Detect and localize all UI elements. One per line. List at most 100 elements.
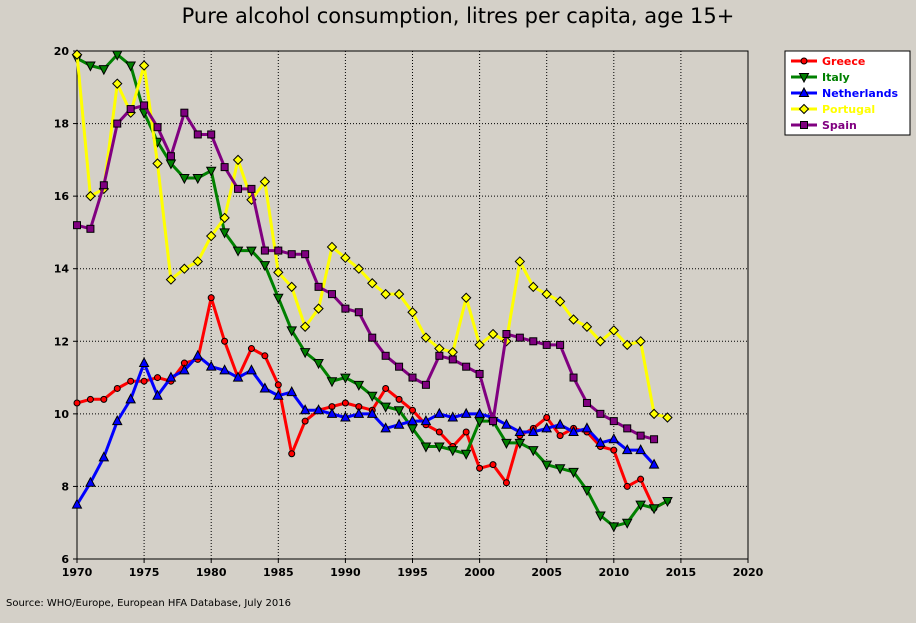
data-point-greece	[502, 479, 510, 487]
data-point-greece	[247, 345, 255, 353]
data-point-netherlands	[514, 425, 526, 436]
data-point-portugal	[85, 190, 96, 202]
data-point-spain	[596, 409, 605, 418]
legend-label: Spain	[822, 119, 857, 132]
data-point-spain	[180, 108, 189, 117]
legend-label: Greece	[822, 55, 865, 68]
data-point-netherlands	[205, 360, 217, 371]
data-point-spain	[287, 250, 296, 259]
data-point-greece	[395, 395, 403, 403]
data-point-italy	[219, 228, 230, 239]
data-point-netherlands	[259, 382, 271, 393]
data-point-italy	[246, 246, 257, 257]
data-point-netherlands	[111, 415, 123, 426]
data-point-italy	[259, 261, 271, 272]
x-tick-label: 2000	[464, 566, 495, 579]
data-point-italy	[447, 446, 459, 457]
data-point-italy	[568, 467, 579, 478]
data-point-greece	[543, 413, 551, 421]
data-point-spain	[502, 330, 511, 339]
series-italy	[71, 50, 673, 533]
data-point-portugal	[286, 281, 297, 293]
data-point-netherlands	[648, 458, 660, 469]
source-note: Source: WHO/Europe, European HFA Databas…	[6, 598, 291, 609]
data-point-greece	[435, 428, 443, 436]
data-point-portugal	[259, 176, 271, 187]
data-point-portugal	[367, 278, 378, 289]
data-point-portugal	[313, 303, 324, 314]
data-point-italy	[232, 246, 244, 257]
chart-title: Pure alcohol consumption, litres per cap…	[181, 4, 735, 28]
data-point-portugal	[138, 60, 150, 71]
y-tick-label: 18	[54, 118, 69, 131]
data-point-italy	[648, 504, 660, 515]
data-point-italy	[608, 522, 620, 533]
data-point-spain	[327, 290, 336, 299]
data-point-netherlands	[272, 389, 284, 400]
data-point-spain	[435, 351, 444, 360]
data-point-portugal	[514, 256, 526, 267]
data-point-spain	[314, 282, 323, 291]
data-point-portugal	[662, 412, 673, 423]
data-point-spain	[623, 424, 632, 433]
legend-item-greece: Greece	[791, 55, 865, 68]
legend-label: Netherlands	[822, 87, 899, 100]
data-point-italy	[192, 174, 204, 185]
data-point-italy	[554, 464, 566, 475]
data-point-spain	[126, 105, 135, 114]
data-point-netherlands	[246, 364, 257, 375]
data-point-italy	[434, 442, 445, 453]
data-point-spain	[542, 340, 551, 349]
legend-item-netherlands: Netherlands	[791, 86, 899, 100]
data-point-italy	[272, 293, 284, 304]
data-point-spain	[341, 304, 350, 313]
x-tick-label: 2010	[598, 566, 629, 579]
data-point-spain	[556, 340, 565, 349]
y-tick-label: 16	[54, 190, 70, 203]
data-point-spain	[193, 130, 202, 139]
data-point-italy	[366, 391, 378, 402]
data-point-netherlands	[165, 371, 177, 382]
data-point-spain	[166, 152, 175, 161]
y-tick-label: 8	[61, 480, 69, 493]
data-point-greece	[409, 406, 416, 414]
data-point-greece	[462, 428, 470, 436]
data-point-spain	[421, 380, 430, 389]
data-point-portugal	[393, 288, 405, 300]
data-point-portugal	[232, 154, 244, 166]
data-point-netherlands	[474, 407, 485, 418]
x-tick-label: 1995	[397, 566, 428, 579]
data-point-greece	[476, 464, 484, 472]
data-point-netherlands	[407, 415, 418, 426]
data-point-portugal	[608, 325, 620, 336]
data-point-portugal	[205, 230, 217, 242]
data-point-greece	[73, 399, 81, 407]
data-point-italy	[286, 326, 298, 337]
data-point-greece	[140, 377, 148, 385]
legend-marker	[800, 57, 808, 65]
series-spain	[73, 101, 659, 444]
data-point-spain	[448, 355, 457, 364]
data-point-greece	[610, 446, 618, 454]
data-point-spain	[395, 362, 404, 371]
legend-item-spain: Spain	[791, 119, 857, 132]
data-point-portugal	[326, 241, 338, 253]
data-point-portugal	[420, 332, 432, 343]
data-point-netherlands	[71, 498, 83, 509]
data-point-netherlands	[192, 349, 204, 360]
data-point-greece	[556, 432, 564, 440]
data-point-spain	[475, 369, 484, 378]
data-point-greece	[127, 377, 135, 385]
data-point-netherlands	[501, 418, 512, 429]
data-point-italy	[205, 166, 217, 177]
data-point-spain	[234, 184, 243, 193]
legend-marker	[798, 86, 810, 97]
data-point-netherlands	[366, 407, 378, 418]
y-tick-label: 6	[61, 553, 69, 566]
legend-marker	[798, 73, 810, 84]
data-point-greece	[341, 399, 349, 407]
data-point-greece	[382, 384, 390, 392]
data-point-greece	[623, 482, 631, 490]
data-point-spain	[569, 373, 578, 382]
data-point-italy	[595, 511, 606, 522]
